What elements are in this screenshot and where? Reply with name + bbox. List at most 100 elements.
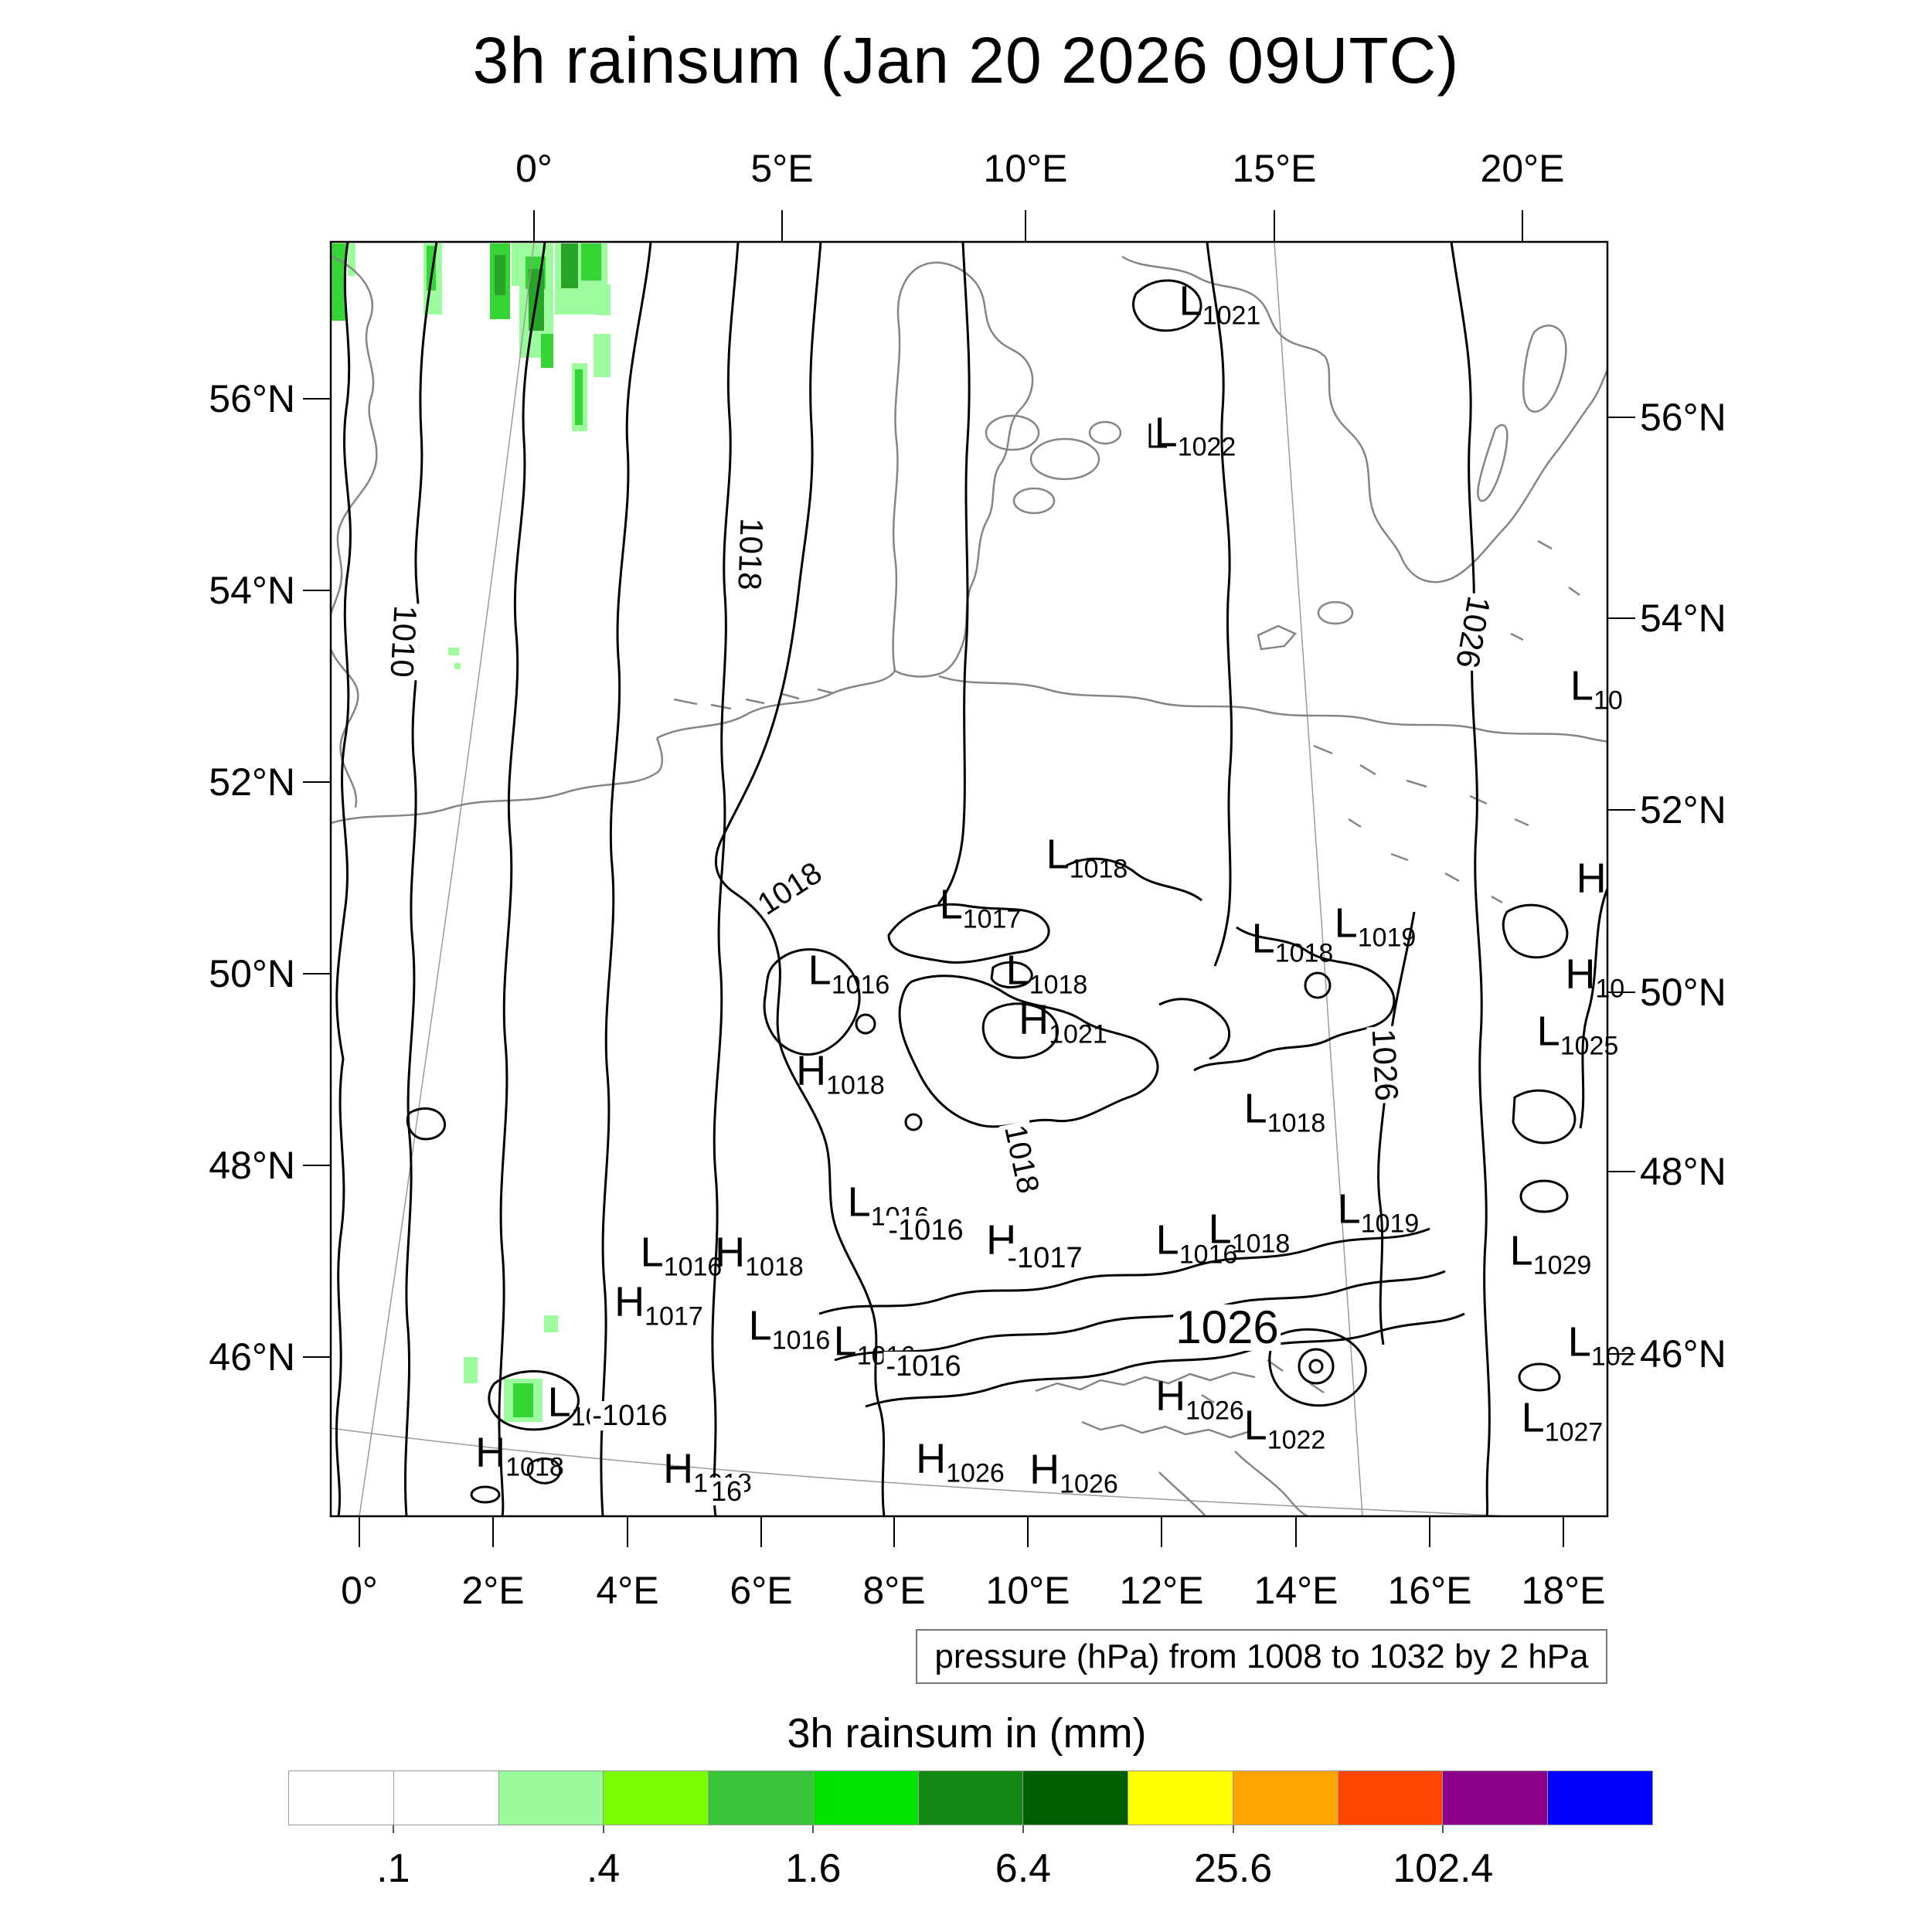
pressure-center-label: L1022 <box>1243 1402 1326 1455</box>
pressure-center-label: L1019 <box>1334 900 1417 953</box>
colorbar-cell <box>1128 1771 1233 1825</box>
pressure-center-label: H1026 <box>1155 1372 1244 1426</box>
rain-patch <box>513 1383 533 1417</box>
colorbar-tick <box>392 1825 394 1833</box>
bottom-axis-label: 12°E <box>1119 1569 1204 1612</box>
bottom-axis-label: 6°E <box>730 1569 793 1612</box>
right-axis-label: 48°N <box>1640 1150 1726 1193</box>
colorbar-tick-label: 25.6 <box>1194 1846 1273 1891</box>
pressure-center-label: L1016 <box>748 1302 831 1355</box>
pressure-center-label: L1016 <box>640 1229 723 1282</box>
colorbar-tick <box>602 1825 604 1833</box>
colorbar-cell <box>1232 1771 1338 1825</box>
colorbar-cell <box>289 1771 393 1825</box>
top-axis-label: 20°E <box>1480 147 1565 190</box>
rain-patch <box>597 284 611 315</box>
rain-patch <box>454 663 461 669</box>
pressure-center-label: H1018 <box>715 1229 804 1282</box>
rain-patch <box>544 1315 558 1332</box>
colorbar-tick <box>1022 1825 1024 1833</box>
colorbar-tick-label: .1 <box>376 1846 410 1891</box>
pressure-center-label: L102 <box>1567 1318 1635 1372</box>
pressure-center-label: H1026 <box>1029 1446 1118 1499</box>
pressure-center-label: L1018 <box>1243 1085 1326 1138</box>
pressure-center-label: L10 <box>1570 662 1623 716</box>
left-axis-label: 54°N <box>209 569 295 612</box>
left-axis-label: 56°N <box>209 377 295 420</box>
coastlines <box>331 255 1607 1516</box>
colorbar-cell <box>812 1771 918 1825</box>
rain-patches-layer <box>303 243 611 1422</box>
pressure-center-label: L1025 <box>1536 1008 1619 1061</box>
rain-patch <box>348 243 355 276</box>
pressure-center-label: L1019 <box>1337 1185 1420 1239</box>
contour-value-label: -1017 <box>1005 1243 1085 1273</box>
colorbar-cell <box>708 1771 813 1825</box>
rain-patch <box>594 334 611 377</box>
contour-value-label: -1016 <box>886 1216 966 1245</box>
colorbar-tick-label: .4 <box>586 1846 621 1891</box>
axis-ticks <box>303 210 1635 1547</box>
pressure-center-label: L1018 <box>1208 1206 1291 1259</box>
rain-patch <box>495 255 505 295</box>
map-frame <box>329 240 1609 1518</box>
right-axis-label: 54°N <box>1640 597 1726 640</box>
colorbar-cell <box>917 1771 1023 1825</box>
colorbar-tick-label: 1.6 <box>785 1846 842 1891</box>
top-axis-label: 0° <box>515 147 553 190</box>
colorbar-tick <box>812 1825 815 1833</box>
contour-value-label: -1016 <box>883 1352 964 1381</box>
contour-value-label: 1026 <box>1366 1026 1405 1104</box>
colorbar-cell <box>603 1771 709 1825</box>
bottom-axis-label: 8°E <box>862 1569 926 1612</box>
pressure-center-label: L1018 <box>1005 947 1088 1000</box>
pressure-caption: pressure (hPa) from 1008 to 1032 by 2 hP… <box>916 1629 1607 1684</box>
pressure-contours <box>335 242 1607 1516</box>
bottom-axis-label: 14°E <box>1253 1569 1338 1612</box>
pressure-center-label: H1021 <box>1019 996 1107 1049</box>
pressure-center-label: L1018 <box>1251 915 1334 968</box>
rain-patch <box>512 243 521 286</box>
colorbar-cell <box>1022 1771 1128 1825</box>
pressure-center-label: H1017 <box>614 1278 703 1332</box>
right-axis-label: 46°N <box>1640 1332 1726 1376</box>
left-axis-label: 52°N <box>209 760 295 804</box>
contour-value-label: 16 <box>708 1478 745 1505</box>
colorbar <box>288 1770 1653 1825</box>
colorbar-tick <box>1232 1825 1234 1833</box>
colorbar-cell <box>1547 1771 1652 1825</box>
pressure-center-label: H1026 <box>916 1435 1005 1488</box>
colorbar-cell <box>393 1771 498 1825</box>
colorbar-tick-label: 102.4 <box>1393 1846 1494 1891</box>
colorbar-tick-label: 6.4 <box>995 1846 1052 1891</box>
pressure-center-label: H10 <box>1565 951 1625 1004</box>
rain-patch <box>541 334 553 368</box>
top-axis-label: 10°E <box>983 147 1068 190</box>
bottom-axis-label: 4°E <box>596 1569 659 1612</box>
rain-patch <box>303 243 314 281</box>
pressure-center-label: L1016 <box>1155 1216 1238 1270</box>
pressure-center-label: L1022 <box>1154 409 1236 462</box>
pressure-caption-text: pressure (hPa) from 1008 to 1032 by 2 hP… <box>934 1637 1589 1675</box>
rain-patch <box>581 243 601 281</box>
pressure-center-label: L1029 <box>1509 1227 1592 1281</box>
right-axis-label: 52°N <box>1640 788 1726 832</box>
right-axis-label: 56°N <box>1640 396 1726 439</box>
rain-patch <box>575 369 583 425</box>
pressure-center-label: L1021 <box>1179 277 1261 331</box>
colorbar-cell <box>1442 1771 1548 1825</box>
colorbar-tick <box>1442 1825 1444 1833</box>
right-axis-label: 50°N <box>1640 971 1726 1014</box>
pressure-center-label: H1018 <box>796 1047 885 1100</box>
bottom-axis-label: 2°E <box>461 1569 525 1612</box>
rain-patch <box>464 1357 478 1383</box>
pressure-center-label: H1018 <box>475 1429 564 1482</box>
left-axis-label: 48°N <box>209 1144 295 1187</box>
graticule-lines <box>331 242 1525 1516</box>
bottom-axis-label: 0° <box>341 1569 378 1612</box>
left-axis-label: 50°N <box>209 952 295 995</box>
colorbar-cell <box>498 1771 604 1825</box>
colorbar-title: 3h rainsum in (mm) <box>787 1710 1147 1757</box>
left-axis-label: 46°N <box>209 1335 295 1379</box>
